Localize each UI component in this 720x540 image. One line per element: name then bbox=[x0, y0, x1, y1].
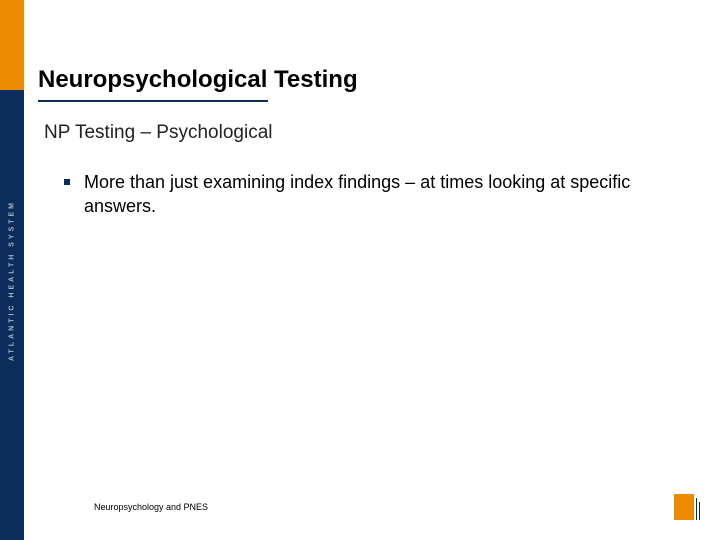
left-orange-bar bbox=[0, 0, 24, 90]
corner-logo bbox=[674, 494, 700, 520]
corner-line-mid bbox=[696, 498, 697, 520]
bullet-list: More than just examining index findings … bbox=[62, 170, 670, 219]
title-underline bbox=[38, 100, 268, 102]
bullet-item: More than just examining index findings … bbox=[62, 170, 670, 219]
brand-vertical-text: ATLANTIC HEALTH SYSTEM bbox=[2, 200, 22, 460]
slide: ATLANTIC HEALTH SYSTEM Neuropsychologica… bbox=[0, 0, 720, 540]
footer-text: Neuropsychology and PNES bbox=[94, 502, 208, 512]
corner-orange-block bbox=[674, 494, 694, 520]
subtitle: NP Testing – Psychological bbox=[44, 122, 272, 144]
slide-title: Neuropsychological Testing bbox=[38, 66, 358, 94]
corner-line-right bbox=[699, 502, 700, 520]
